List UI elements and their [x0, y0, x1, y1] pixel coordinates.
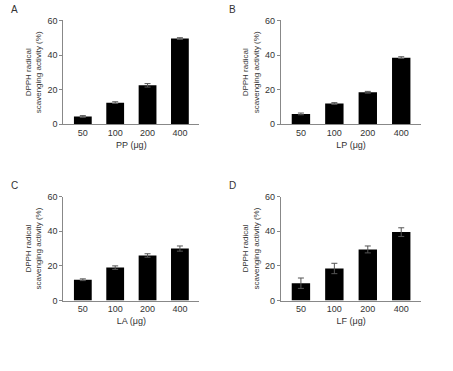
svg-text:100: 100: [108, 304, 123, 314]
svg-text:40: 40: [48, 50, 58, 60]
svg-text:LF (μg): LF (μg): [336, 316, 365, 326]
svg-text:C: C: [11, 180, 18, 191]
svg-text:B: B: [229, 4, 236, 15]
svg-text:50: 50: [296, 304, 306, 314]
svg-text:DPPH radicalscavenging activit: DPPH radicalscavenging activity (%): [24, 207, 43, 289]
svg-text:200: 200: [140, 304, 155, 314]
svg-text:LA (μg): LA (μg): [117, 316, 146, 326]
svg-text:A: A: [11, 4, 18, 15]
svg-text:200: 200: [140, 128, 155, 138]
svg-text:50: 50: [78, 128, 88, 138]
svg-text:LP (μg): LP (μg): [336, 140, 366, 150]
svg-text:0: 0: [53, 296, 58, 306]
svg-text:60: 60: [265, 16, 275, 26]
svg-text:20: 20: [265, 261, 275, 271]
svg-text:100: 100: [327, 304, 342, 314]
svg-text:0: 0: [270, 296, 275, 306]
svg-text:60: 60: [48, 16, 58, 26]
svg-text:40: 40: [265, 50, 275, 60]
svg-text:400: 400: [394, 304, 409, 314]
svg-text:60: 60: [48, 192, 58, 202]
svg-text:D: D: [229, 180, 236, 191]
svg-text:200: 200: [360, 128, 375, 138]
svg-text:100: 100: [327, 128, 342, 138]
svg-text:400: 400: [394, 128, 409, 138]
svg-text:DPPH radicalscavenging activit: DPPH radicalscavenging activity (%): [241, 207, 260, 289]
svg-text:40: 40: [48, 226, 58, 236]
svg-text:DPPH radicalscavenging activit: DPPH radicalscavenging activity (%): [24, 31, 43, 113]
svg-text:PP (μg): PP (μg): [116, 140, 147, 150]
svg-text:100: 100: [108, 128, 123, 138]
svg-text:50: 50: [296, 128, 306, 138]
svg-text:50: 50: [78, 304, 88, 314]
svg-text:400: 400: [172, 128, 187, 138]
svg-text:0: 0: [270, 119, 275, 129]
svg-text:0: 0: [53, 119, 58, 129]
svg-text:DPPH radicalscavenging activit: DPPH radicalscavenging activity (%): [241, 31, 260, 113]
svg-text:40: 40: [265, 226, 275, 236]
svg-text:20: 20: [48, 85, 58, 95]
svg-text:400: 400: [172, 304, 187, 314]
svg-text:200: 200: [360, 304, 375, 314]
svg-text:60: 60: [265, 192, 275, 202]
svg-text:20: 20: [48, 261, 58, 271]
svg-text:20: 20: [265, 85, 275, 95]
